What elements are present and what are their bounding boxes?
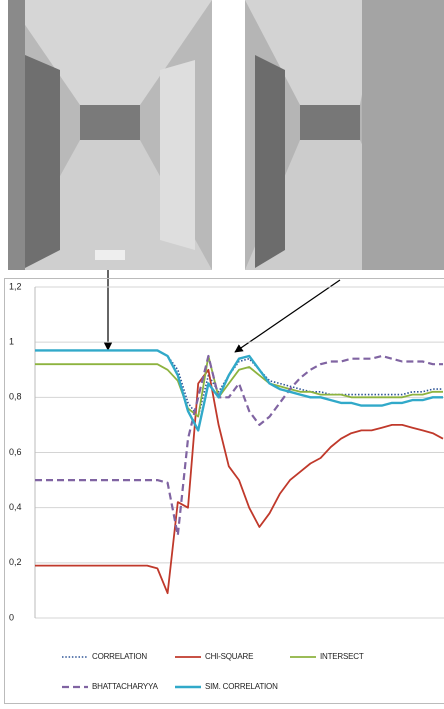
- y-tick-label: 0,4: [9, 502, 22, 512]
- y-tick-label: 1,2: [9, 281, 22, 291]
- legend-label: CHI-SQUARE: [205, 652, 253, 661]
- legend-label: SIM. CORRELATION: [205, 682, 278, 691]
- y-tick-label: 0,6: [9, 447, 22, 457]
- series-line: [35, 370, 443, 593]
- series-line: [35, 356, 443, 535]
- photo-left: [8, 0, 212, 270]
- arrow: [235, 280, 340, 352]
- y-tick-label: 1: [9, 337, 14, 347]
- legend-label: CORRELATION: [92, 652, 147, 661]
- photo-right: [245, 0, 444, 270]
- legend-label: INTERSECT: [320, 652, 364, 661]
- legend-label: BHATTACHARYYA: [92, 682, 159, 691]
- y-tick-label: 0,2: [9, 557, 22, 567]
- y-tick-label: 0: [9, 612, 14, 622]
- y-tick-label: 0,8: [9, 392, 22, 402]
